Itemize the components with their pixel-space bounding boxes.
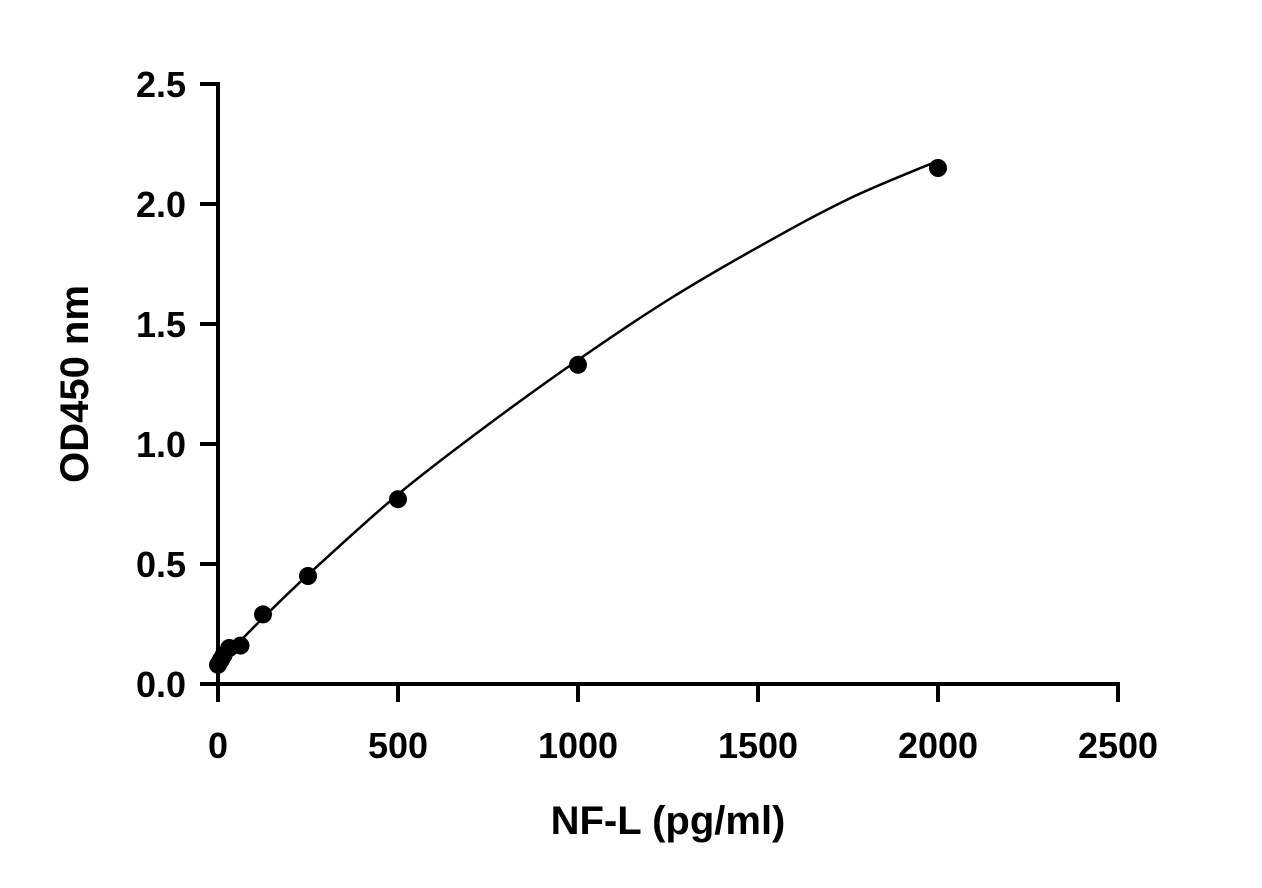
axes: 0 500 1000 1500 2000 2500 0.0 0.5 1.0 1.5 2.0 2.5 [136, 64, 1158, 766]
fit-curve [217, 159, 939, 665]
y-tick-label: 0.0 [136, 664, 186, 705]
data-points-layer [209, 159, 947, 674]
y-tick-label: 1.5 [136, 304, 186, 345]
x-axis-title: NF-L (pg/ml) [551, 799, 786, 843]
x-tick-label: 1000 [538, 725, 618, 766]
x-tick-label: 2000 [898, 725, 978, 766]
data-point [254, 605, 272, 624]
x-tick-label: 0 [208, 725, 228, 766]
y-tick-label: 0.5 [136, 544, 186, 585]
fit-curve-layer [217, 159, 939, 665]
data-point [231, 636, 250, 655]
data-point [299, 567, 317, 585]
y-tick-label: 2.5 [136, 64, 186, 105]
data-point [569, 355, 587, 374]
y-tick-label: 1.0 [136, 424, 186, 465]
data-point [929, 159, 947, 177]
data-point [389, 490, 407, 509]
y-axis-title: OD450 nm [53, 285, 97, 483]
x-tick-label: 1500 [718, 725, 798, 766]
x-tick-label: 500 [368, 725, 428, 766]
x-tick-label: 2500 [1078, 725, 1158, 766]
y-tick-label: 2.0 [136, 184, 186, 225]
